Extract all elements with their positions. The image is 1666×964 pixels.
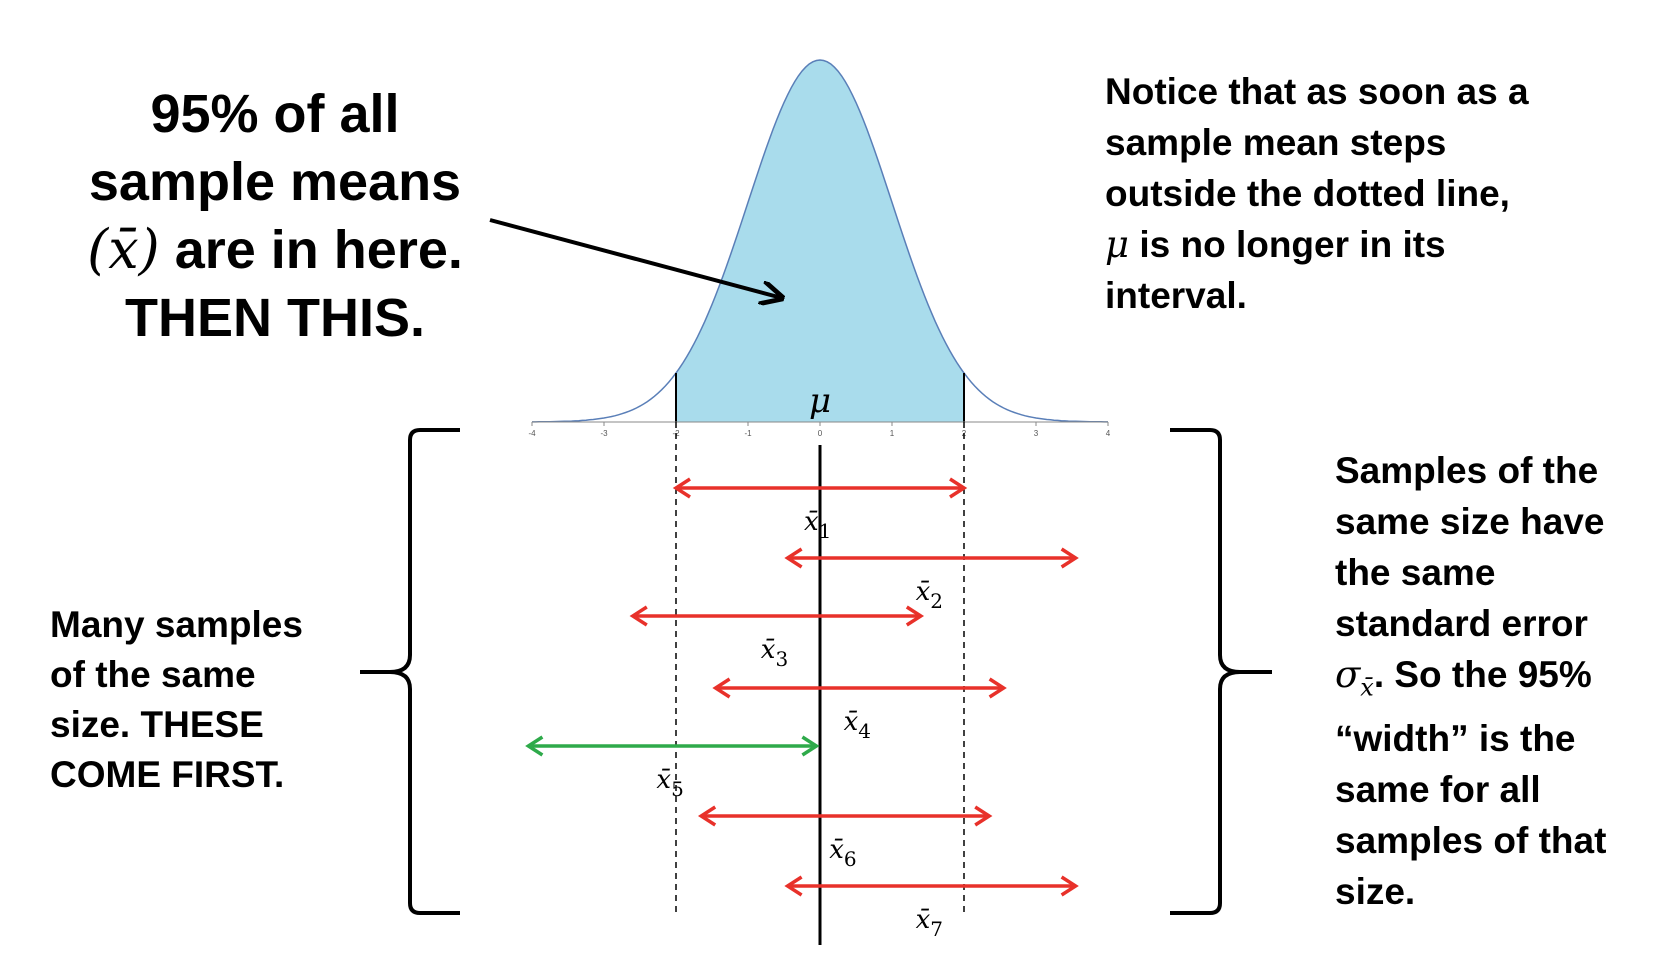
right-note-line-8: samples of that [1335,820,1607,862]
pointer-arrow [489,218,782,298]
arrowhead [801,735,820,757]
arrowhead [1060,875,1079,897]
left-note-line-2: of the same [50,654,256,695]
interval-7: x̄7 [784,875,1079,941]
tick-label: 4 [1106,429,1111,438]
right-note-line-2: same size have [1335,501,1605,542]
xbar-symbol: (x̄) [87,218,160,281]
sample-mean-subscript: 2 [930,589,943,613]
arrowhead [988,677,1007,699]
tick-label: 3 [1034,429,1039,438]
right-note-line-6: “width” is the [1335,718,1576,760]
sample-mean-subscript: 7 [930,917,943,941]
interval-2: x̄2 [784,547,1079,613]
right-note-line-5-rest: . So the 95% [1373,654,1592,695]
right-note-line-9: size. [1335,871,1416,913]
tick-label: -1 [744,429,752,438]
tick-label: -3 [600,429,608,438]
sample-mean-label: x̄4 [844,707,871,743]
arrowhead [525,735,544,757]
interval-arrows: x̄1 x̄2 x̄3 x̄4 x̄5 x̄6 x̄7 [525,477,1079,941]
left-note-line-3: size. THESE [50,704,264,745]
normal-curve [532,59,1108,423]
headline-line-4: THEN THIS. [124,288,425,348]
tick-label: -4 [528,429,536,438]
arrowhead [672,477,691,499]
notice-line-4: μ is no longer in its [1105,219,1625,270]
sample-mean-label: x̄7 [916,905,943,941]
sample-mean-label: x̄6 [829,835,856,871]
arrowhead [784,875,803,897]
right-note-line-5: σx̄. So the 95% [1335,649,1655,713]
interval-3: x̄3 [629,605,925,671]
arrowhead [905,605,925,627]
right-brace [1170,428,1272,915]
sample-mean-label: x̄3 [761,635,788,671]
left-note: Many samples of the same size. THESE COM… [50,600,370,800]
right-note-line-3: the same [1335,552,1496,593]
left-brace [360,428,460,915]
right-note-line-1: Samples of the [1335,450,1599,491]
notice-text: Notice that as soon as a sample mean ste… [1105,66,1625,321]
headline-line-3-rest: are in here. [159,220,463,280]
arrowhead [784,547,803,569]
notice-line-5: interval. [1105,275,1247,316]
right-note-line-4: standard error [1335,603,1588,644]
sample-mean-label: x̄5 [656,765,683,801]
sample-mean-subscript: 6 [844,847,857,871]
sigma-symbol: σ [1335,653,1361,696]
arrowhead [1060,547,1079,569]
notice-line-3: outside the dotted line, [1105,173,1510,214]
arrowhead [949,477,968,499]
arrowhead [974,805,993,827]
axis-ticks: -4-3-2-101234 [528,422,1111,438]
sample-mean-subscript: 3 [775,647,788,671]
notice-line-4-rest: is no longer in its [1129,224,1446,265]
sample-mean-subscript: 5 [671,777,684,801]
sample-mean-subscript: 4 [858,719,871,743]
arrowhead [712,677,731,699]
mu-symbol: μ [1105,223,1130,266]
interval-6: x̄6 [697,805,993,871]
tick-label: 0 [818,429,823,438]
central-95-region [676,60,964,422]
sigma-subscript: x̄ [1360,673,1374,702]
sample-mean-label: x̄1 [804,507,831,543]
notice-line-1: Notice that as soon as a [1105,71,1529,112]
arrowhead [629,605,648,627]
right-note-line-7: same for all [1335,769,1541,811]
headline-text: 95% of all sample means (x̄) are in here… [60,80,490,352]
right-note: Samples of the same size have the same s… [1335,445,1655,917]
left-note-line-4: COME FIRST. [50,754,285,795]
headline-line-2: sample means [88,152,462,212]
headline-line-3: (x̄) are in here. [60,216,490,284]
arrowhead [697,805,717,827]
notice-line-2: sample mean steps [1105,122,1447,163]
sample-mean-subscript: 1 [819,519,832,543]
headline-line-1: 95% of all [150,84,400,144]
mu-label: μ [809,381,831,421]
left-note-line-1: Many samples [50,604,303,645]
interval-5: x̄5 [525,735,820,801]
interval-4: x̄4 [712,677,1007,743]
tick-label: 1 [890,429,895,438]
sample-mean-label: x̄2 [916,577,943,613]
